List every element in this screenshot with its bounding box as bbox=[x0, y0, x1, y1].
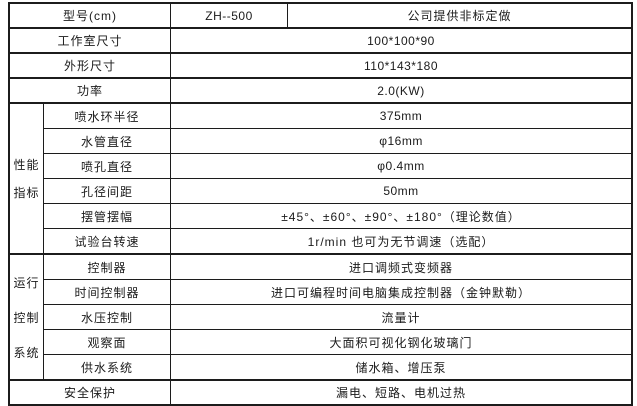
row-value: 储水箱、增压泵 bbox=[355, 360, 447, 375]
table-row-water-supply: 供水系统 储水箱、增压泵 bbox=[44, 355, 631, 379]
control-group-label: 运行 控制 系统 bbox=[10, 255, 44, 379]
row-label: 观察面 bbox=[44, 330, 171, 354]
row-label: 控制器 bbox=[44, 255, 171, 279]
table-row-swing-amplitude: 摆管摆幅 ±45°、±60°、±90°、±180°（理论数值） bbox=[44, 204, 631, 229]
row-label: 试验台转速 bbox=[44, 229, 171, 253]
table-row-chamber-size: 工作室尺寸 100*100*90 bbox=[10, 29, 631, 54]
model-number: ZH--500 bbox=[171, 4, 288, 27]
row-value: φ0.4mm bbox=[377, 159, 425, 173]
row-label: 水管直径 bbox=[44, 129, 171, 153]
table-row-viewing-window: 观察面 大面积可视化钢化玻璃门 bbox=[44, 330, 631, 355]
row-label: 时间控制器 bbox=[44, 280, 171, 304]
row-value: 375mm bbox=[379, 109, 423, 123]
table-row-pipe-diameter: 水管直径 φ16mm bbox=[44, 129, 631, 154]
table-row-nozzle-diameter: 喷孔直径 φ0.4mm bbox=[44, 154, 631, 179]
table-row-controller: 控制器 进口调频式变频器 bbox=[44, 255, 631, 280]
group-label-line: 控制 bbox=[13, 310, 40, 325]
row-label: 外形尺寸 bbox=[10, 54, 171, 77]
row-value: 100*100*90 bbox=[367, 33, 435, 48]
row-label: 工作室尺寸 bbox=[10, 29, 171, 52]
row-value: 2.0(KW) bbox=[377, 83, 425, 98]
row-value: 大面积可视化钢化玻璃门 bbox=[329, 335, 473, 350]
row-value: 1r/min 也可为无节调速（选配） bbox=[307, 234, 495, 249]
table-row-time-controller: 时间控制器 进口可编程时间电脑集成控制器（金钟默勒） bbox=[44, 280, 631, 305]
row-label: 水压控制 bbox=[44, 305, 171, 329]
row-label: 安全保护 bbox=[10, 381, 171, 404]
row-value: 进口调频式变频器 bbox=[348, 260, 453, 275]
group-label-line: 运行 bbox=[13, 275, 40, 290]
row-label: 供水系统 bbox=[44, 355, 171, 379]
row-value: 流量计 bbox=[381, 310, 421, 325]
group-label-line: 指标 bbox=[13, 186, 40, 200]
table-row-spray-ring-radius: 喷水环半径 375mm bbox=[44, 104, 631, 129]
table-row-model: 型号(cm) ZH--500 公司提供非标定做 bbox=[10, 4, 631, 29]
row-label: 喷水环半径 bbox=[44, 104, 171, 128]
row-value: 漏电、短路、电机过热 bbox=[335, 386, 466, 400]
table-row-turntable-speed: 试验台转速 1r/min 也可为无节调速（选配） bbox=[44, 229, 631, 253]
table-row-safety: 安全保护 漏电、短路、电机过热 bbox=[10, 381, 631, 404]
row-label: 摆管摆幅 bbox=[44, 204, 171, 228]
table-row-water-pressure: 水压控制 流量计 bbox=[44, 305, 631, 330]
table-row-outer-size: 外形尺寸 110*143*180 bbox=[10, 54, 631, 79]
model-note: 公司提供非标定做 bbox=[407, 9, 512, 23]
row-label: 孔径间距 bbox=[44, 179, 171, 203]
section-performance: 性能 指标 喷水环半径 375mm 水管直径 φ16mm 喷孔直径 φ0.4mm… bbox=[10, 104, 631, 255]
table-row-hole-spacing: 孔径间距 50mm bbox=[44, 179, 631, 204]
row-value: φ16mm bbox=[379, 134, 423, 148]
performance-group-label: 性能 指标 bbox=[10, 104, 44, 253]
row-label: 功率 bbox=[10, 79, 171, 102]
row-value: 110*143*180 bbox=[363, 58, 438, 73]
row-value: 进口可编程时间电脑集成控制器（金钟默勒） bbox=[270, 285, 531, 300]
row-value: ±45°、±60°、±90°、±180°（理论数值） bbox=[281, 209, 521, 224]
row-value: 50mm bbox=[383, 184, 419, 198]
model-label: 型号(cm) bbox=[10, 4, 171, 27]
spec-table: 型号(cm) ZH--500 公司提供非标定做 工作室尺寸 100*100*90… bbox=[8, 2, 633, 406]
group-label-line: 性能 bbox=[13, 158, 40, 172]
row-label: 喷孔直径 bbox=[44, 154, 171, 178]
table-row-power: 功率 2.0(KW) bbox=[10, 79, 631, 104]
section-control-system: 运行 控制 系统 控制器 进口调频式变频器 时间控制器 进口可编程时间电脑集成控… bbox=[10, 255, 631, 381]
group-label-line: 系统 bbox=[13, 345, 40, 360]
